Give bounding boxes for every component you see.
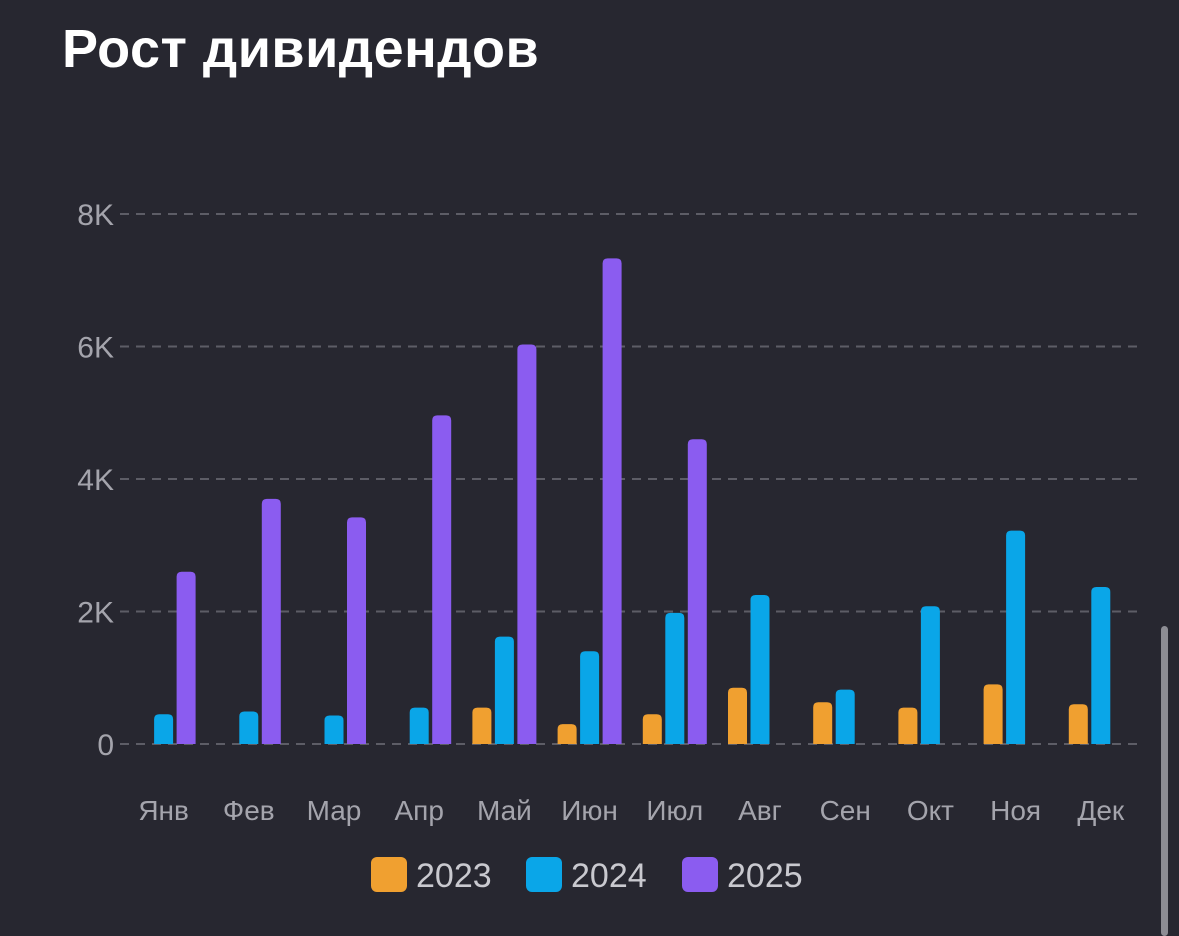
bar-2024-Сен[interactable] — [835, 689, 855, 744]
x-tick-label: Янв — [138, 795, 189, 826]
bar-2024-Июн[interactable] — [580, 651, 600, 744]
legend-item-2025[interactable]: 2025 — [682, 857, 803, 895]
bar-2024-Окт[interactable] — [920, 606, 940, 744]
bar-2024-Дек[interactable] — [1091, 586, 1111, 744]
x-tick-label: Дек — [1077, 795, 1125, 826]
x-tick-label: Мар — [307, 795, 362, 826]
bar-2024-Янв[interactable] — [154, 714, 174, 744]
bar-2023-Окт[interactable] — [898, 707, 918, 744]
legend-swatch — [526, 857, 562, 892]
bar-2025-Июн[interactable] — [602, 258, 622, 744]
grid-lines — [120, 213, 1142, 745]
x-axis-ticks: Янв Фев Мар Апр Май Июн Июл Авг Сен Окт Ноя Дек — [138, 795, 1125, 826]
legend-swatch — [682, 857, 718, 892]
chart-title: Рост дивидендов — [62, 19, 540, 79]
vertical-scrollbar[interactable] — [1161, 626, 1168, 936]
bar-2024-Апр[interactable] — [409, 707, 429, 744]
bar-2024-Фев[interactable] — [239, 711, 259, 744]
x-tick-label: Апр — [394, 795, 443, 826]
y-tick-label: 6K — [77, 332, 114, 365]
bar-2025-Май[interactable] — [517, 344, 537, 744]
legend-item-2024[interactable]: 2024 — [526, 857, 647, 895]
bar-2025-Янв[interactable] — [176, 571, 196, 744]
bar-2023-Ноя[interactable] — [983, 684, 1003, 744]
bar-2023-Сен[interactable] — [813, 702, 833, 744]
bar-2024-Авг[interactable] — [750, 594, 770, 744]
x-tick-label: Окт — [907, 795, 954, 826]
bar-2024-Июл[interactable] — [665, 612, 685, 744]
x-tick-label: Фев — [223, 795, 275, 826]
y-tick-label: 8K — [77, 199, 114, 232]
x-tick-label: Ноя — [990, 795, 1041, 826]
bars — [154, 258, 1111, 744]
x-tick-label: Июл — [646, 795, 703, 826]
legend-item-2023[interactable]: 2023 — [371, 857, 492, 895]
legend: 2023 2024 2025 — [371, 857, 803, 895]
legend-label: 2024 — [571, 857, 647, 895]
bar-2024-Ноя[interactable] — [1006, 530, 1026, 744]
y-tick-label: 0 — [97, 729, 114, 762]
bar-2023-Авг[interactable] — [728, 687, 747, 744]
y-tick-label: 4K — [77, 464, 114, 497]
x-tick-label: Сен — [820, 795, 871, 826]
legend-label: 2025 — [727, 857, 803, 895]
bar-2023-Май[interactable] — [472, 707, 492, 744]
bar-2025-Мар[interactable] — [347, 517, 366, 744]
legend-label: 2023 — [416, 857, 492, 895]
bar-2024-Май[interactable] — [494, 636, 514, 744]
y-axis-ticks: 0 2K 4K 6K 8K — [77, 199, 114, 762]
bar-2023-Июн[interactable] — [557, 724, 577, 744]
bar-2025-Июл[interactable] — [687, 439, 707, 744]
bar-2024-Мар[interactable] — [324, 715, 344, 744]
bar-2025-Фев[interactable] — [261, 498, 281, 744]
x-tick-label: Июн — [561, 795, 618, 826]
bar-2023-Июл[interactable] — [642, 714, 662, 744]
bar-2025-Апр[interactable] — [432, 415, 452, 744]
x-tick-label: Авг — [738, 795, 782, 826]
y-tick-label: 2K — [77, 597, 114, 630]
bar-2023-Дек[interactable] — [1068, 704, 1088, 744]
x-tick-label: Май — [477, 795, 532, 826]
legend-swatch — [371, 857, 407, 892]
